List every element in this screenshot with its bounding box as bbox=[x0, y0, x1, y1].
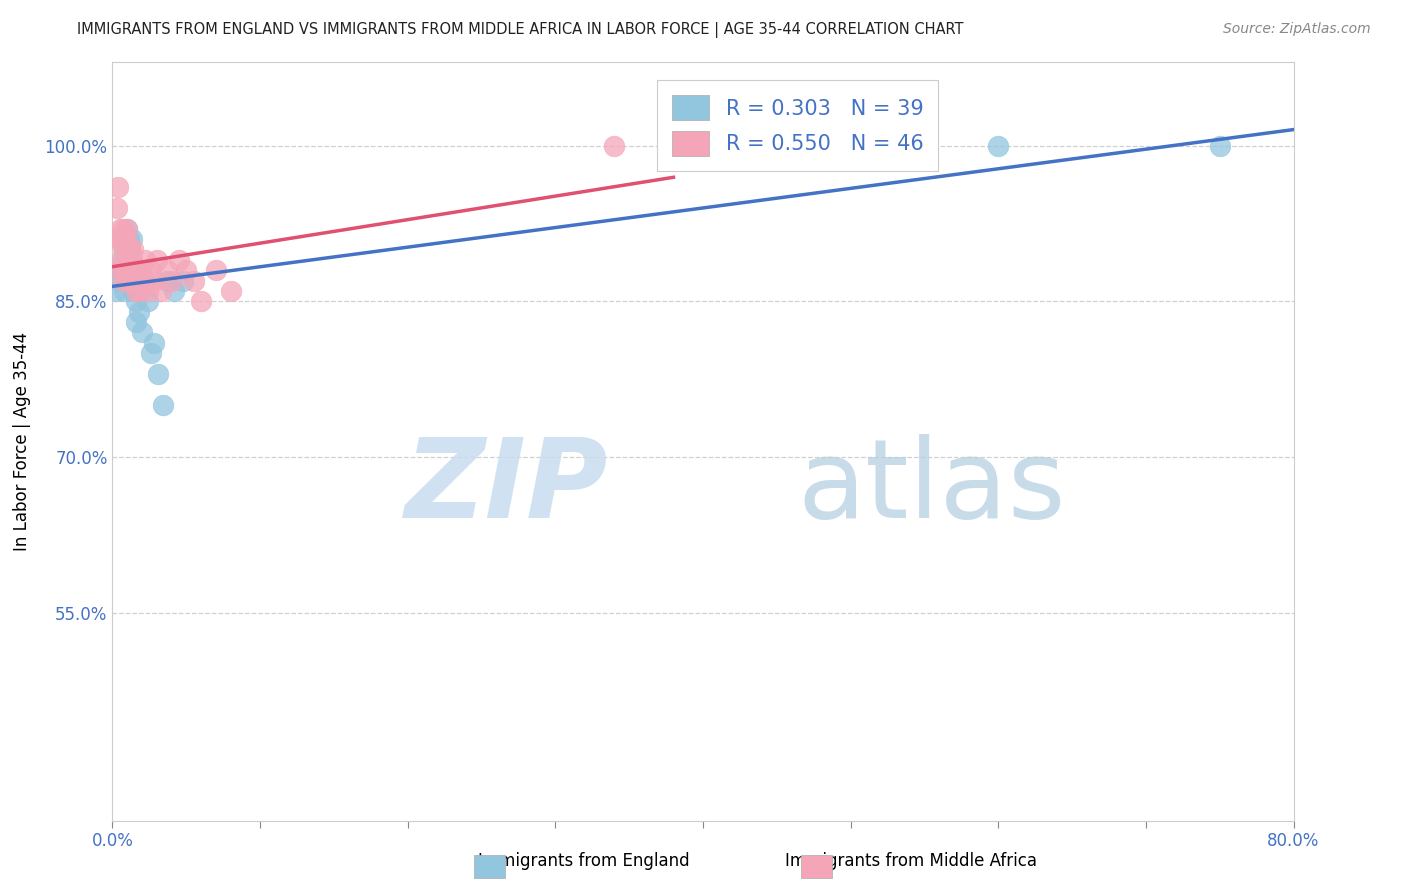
Point bbox=[108, 263, 131, 277]
Point bbox=[134, 274, 156, 288]
Point bbox=[110, 252, 132, 267]
Point bbox=[105, 201, 128, 215]
Point bbox=[110, 263, 132, 277]
Text: ZIP: ZIP bbox=[405, 434, 609, 541]
Text: Immigrants from Middle Africa: Immigrants from Middle Africa bbox=[785, 852, 1038, 870]
Point bbox=[125, 284, 148, 298]
Point bbox=[112, 263, 135, 277]
Point bbox=[114, 232, 136, 246]
Point bbox=[131, 326, 153, 340]
Point bbox=[122, 263, 145, 277]
Point bbox=[121, 252, 143, 267]
Point bbox=[121, 274, 143, 288]
Point bbox=[174, 263, 197, 277]
Point bbox=[121, 232, 143, 246]
Point bbox=[117, 263, 138, 277]
Text: IMMIGRANTS FROM ENGLAND VS IMMIGRANTS FROM MIDDLE AFRICA IN LABOR FORCE | AGE 35: IMMIGRANTS FROM ENGLAND VS IMMIGRANTS FR… bbox=[77, 22, 965, 38]
Point bbox=[136, 294, 159, 309]
Point bbox=[120, 243, 142, 257]
Point bbox=[112, 232, 135, 246]
Point bbox=[108, 221, 131, 235]
Point bbox=[129, 263, 152, 277]
Point bbox=[107, 232, 129, 246]
Point bbox=[120, 263, 142, 277]
Point bbox=[124, 263, 146, 277]
Point bbox=[114, 252, 136, 267]
Point bbox=[112, 243, 135, 257]
Point bbox=[121, 274, 143, 288]
Point bbox=[160, 274, 183, 288]
Point bbox=[117, 221, 138, 235]
Point bbox=[131, 274, 153, 288]
Point bbox=[114, 252, 136, 267]
Point bbox=[112, 284, 135, 298]
Point bbox=[172, 274, 194, 288]
Point bbox=[136, 284, 159, 298]
Text: Source: ZipAtlas.com: Source: ZipAtlas.com bbox=[1223, 22, 1371, 37]
Point bbox=[120, 263, 142, 277]
Point bbox=[205, 263, 228, 277]
Point bbox=[111, 252, 134, 267]
Point bbox=[118, 252, 141, 267]
Text: Immigrants from England: Immigrants from England bbox=[478, 852, 689, 870]
Point bbox=[121, 252, 143, 267]
Point bbox=[219, 284, 242, 298]
Point bbox=[122, 284, 145, 298]
Point bbox=[111, 243, 134, 257]
Point bbox=[117, 243, 138, 257]
Point bbox=[148, 367, 170, 381]
Point bbox=[1208, 138, 1232, 153]
Point bbox=[117, 221, 138, 235]
Y-axis label: In Labor Force | Age 35-44: In Labor Force | Age 35-44 bbox=[13, 332, 31, 551]
Point bbox=[987, 138, 1010, 153]
Point bbox=[190, 294, 212, 309]
Point bbox=[111, 221, 134, 235]
Text: atlas: atlas bbox=[797, 434, 1066, 541]
Point bbox=[142, 274, 165, 288]
Point bbox=[118, 274, 141, 288]
Point bbox=[107, 180, 129, 194]
Point bbox=[111, 274, 134, 288]
Point bbox=[163, 284, 186, 298]
Legend: R = 0.303   N = 39, R = 0.550   N = 46: R = 0.303 N = 39, R = 0.550 N = 46 bbox=[657, 80, 938, 171]
Point bbox=[118, 252, 141, 267]
Point bbox=[111, 232, 134, 246]
Point bbox=[134, 252, 156, 267]
Point bbox=[139, 263, 162, 277]
Point bbox=[167, 252, 190, 267]
Point bbox=[105, 284, 128, 298]
Point bbox=[183, 274, 205, 288]
Point bbox=[120, 243, 142, 257]
Point bbox=[139, 346, 162, 360]
Point bbox=[156, 263, 179, 277]
Point bbox=[122, 243, 145, 257]
Point bbox=[114, 232, 136, 246]
Point bbox=[114, 274, 136, 288]
Point bbox=[152, 398, 174, 412]
Point bbox=[150, 284, 173, 298]
Point bbox=[127, 263, 149, 277]
Point bbox=[110, 232, 132, 246]
Point bbox=[125, 294, 148, 309]
Point bbox=[156, 274, 179, 288]
Point bbox=[142, 335, 165, 350]
Point bbox=[128, 284, 150, 298]
Point bbox=[603, 138, 626, 153]
Point bbox=[146, 252, 169, 267]
Point bbox=[124, 274, 146, 288]
Point bbox=[108, 274, 131, 288]
Point bbox=[122, 274, 145, 288]
Point bbox=[118, 232, 141, 246]
Point bbox=[117, 243, 138, 257]
Point bbox=[128, 304, 150, 318]
Point bbox=[117, 263, 138, 277]
Point bbox=[125, 315, 148, 329]
Point bbox=[112, 263, 135, 277]
